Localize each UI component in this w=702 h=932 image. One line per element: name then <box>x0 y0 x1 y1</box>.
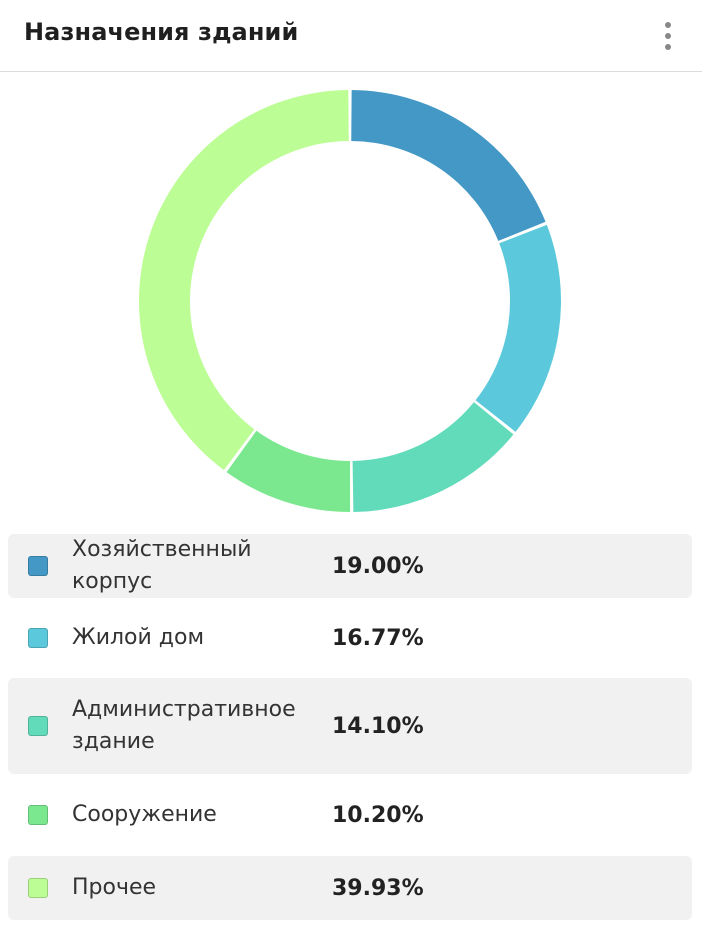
slice-administrative-building[interactable] <box>352 402 514 512</box>
legend-item-structure[interactable]: Сооружение 10.20% <box>8 782 692 848</box>
legend-item-residential-house[interactable]: Жилой дом 16.77% <box>8 606 692 670</box>
legend-swatch <box>28 556 48 576</box>
legend-swatch <box>28 805 48 825</box>
legend-item-household-building[interactable]: Хозяйственный корпус 19.00% <box>8 534 692 598</box>
chart-legend: Хозяйственный корпус 19.00% Жилой дом 16… <box>8 534 692 928</box>
slice-other[interactable] <box>138 90 349 471</box>
legend-item-other[interactable]: Прочее 39.93% <box>8 856 692 920</box>
legend-label: Административное здание <box>72 697 296 754</box>
card-header: Назначения зданий <box>0 0 702 72</box>
menu-dot <box>665 44 671 50</box>
legend-item-administrative-building[interactable]: Административное здание 14.10% <box>8 678 692 774</box>
slice-residential-house[interactable] <box>475 224 561 432</box>
legend-swatch <box>28 628 48 648</box>
legend-swatch <box>28 878 48 898</box>
slice-structure[interactable] <box>226 430 351 512</box>
legend-value: 10.20% <box>332 802 424 828</box>
more-vertical-icon[interactable] <box>656 20 680 52</box>
legend-value: 14.10% <box>332 713 424 739</box>
legend-label: Прочее <box>72 875 157 900</box>
legend-label: Жилой дом <box>72 625 205 650</box>
donut-chart-svg <box>138 90 561 512</box>
slice-household-building[interactable] <box>351 90 546 241</box>
legend-label: Хозяйственный корпус <box>72 537 252 594</box>
legend-value: 19.00% <box>332 553 424 579</box>
legend-label: Сооружение <box>72 802 217 827</box>
menu-dot <box>665 22 671 28</box>
legend-value: 39.93% <box>332 875 424 901</box>
legend-swatch <box>28 716 48 736</box>
card-title: Назначения зданий <box>24 18 299 46</box>
legend-value: 16.77% <box>332 625 424 651</box>
donut-chart <box>0 72 702 532</box>
menu-dot <box>665 33 671 39</box>
